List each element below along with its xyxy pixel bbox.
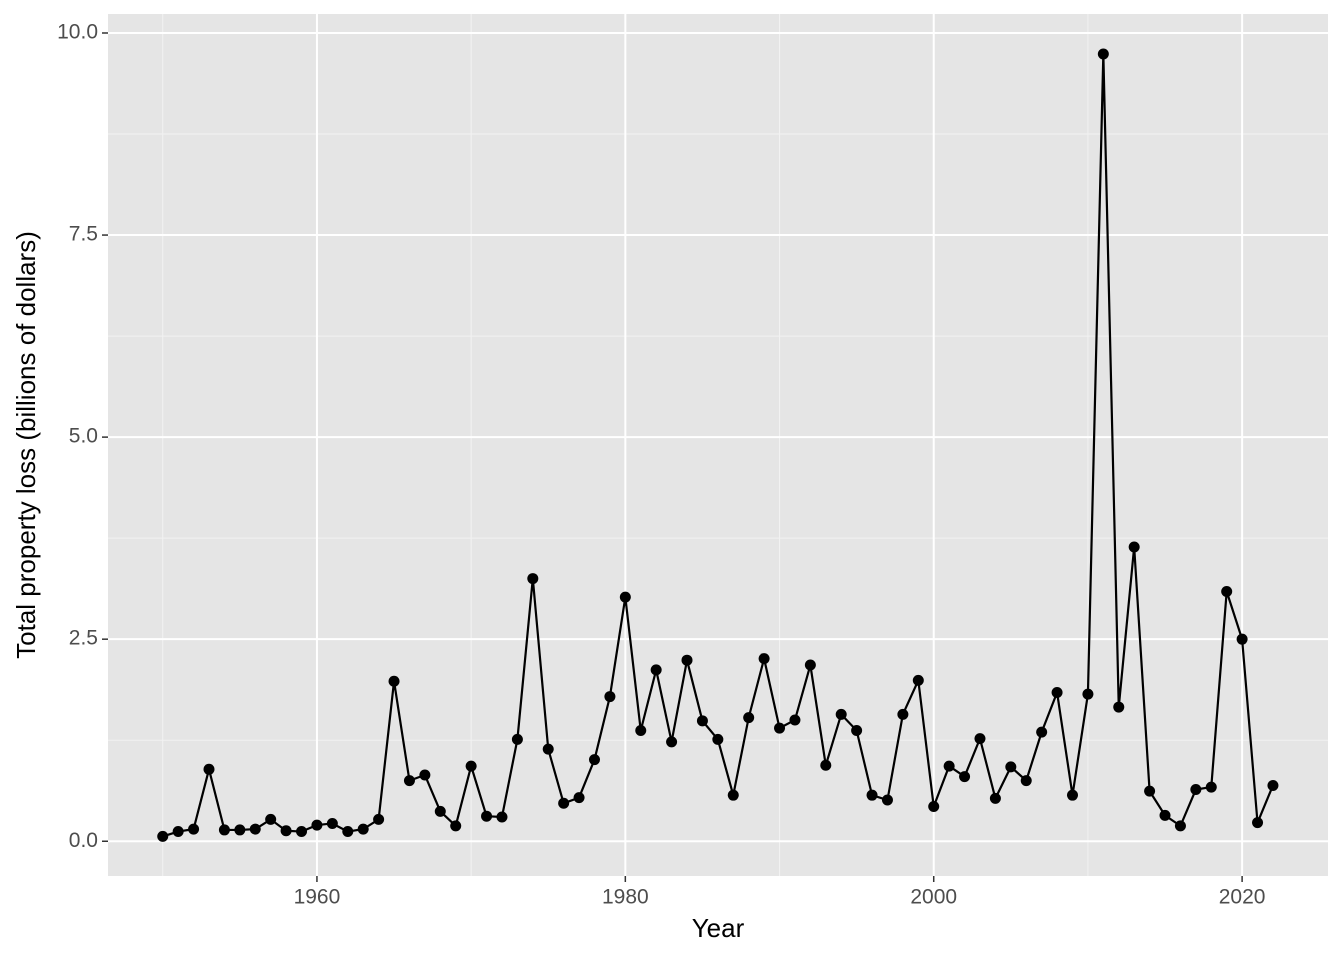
point — [604, 691, 616, 703]
point — [511, 733, 523, 745]
point — [326, 817, 338, 829]
point — [450, 820, 462, 832]
point — [666, 736, 678, 748]
point — [419, 769, 431, 781]
point — [943, 760, 955, 772]
point — [804, 659, 816, 671]
y-tick-label: 0.0 — [69, 829, 98, 852]
point — [758, 653, 770, 665]
x-tick-label: 2020 — [1219, 886, 1266, 909]
point — [1190, 784, 1202, 796]
y-tick-label: 7.5 — [69, 223, 98, 246]
point — [1267, 779, 1279, 791]
point — [774, 722, 786, 734]
point — [403, 775, 415, 787]
point — [635, 725, 647, 737]
point — [1128, 541, 1140, 553]
panel — [108, 14, 1328, 876]
point — [1221, 585, 1233, 597]
point — [573, 792, 585, 804]
point — [434, 805, 446, 817]
point — [1205, 781, 1217, 793]
point — [1082, 688, 1094, 700]
point — [296, 826, 308, 838]
point — [1159, 809, 1171, 821]
point — [465, 760, 477, 772]
y-tick-label: 10.0 — [57, 21, 98, 44]
point — [357, 823, 369, 835]
point — [1113, 701, 1125, 713]
point — [881, 794, 893, 806]
x-tick-label: 1960 — [294, 886, 341, 909]
point — [588, 754, 600, 766]
point — [712, 733, 724, 745]
point — [727, 789, 739, 801]
point — [928, 800, 940, 812]
point — [218, 824, 230, 836]
point — [234, 824, 246, 836]
point — [558, 797, 570, 809]
point — [897, 708, 909, 720]
point — [1252, 817, 1264, 829]
point — [496, 811, 508, 823]
point — [1051, 687, 1063, 699]
point — [1236, 633, 1248, 645]
y-tick-label: 2.5 — [69, 627, 98, 650]
point — [851, 725, 863, 737]
point — [820, 759, 832, 771]
point — [650, 664, 662, 676]
point — [1020, 775, 1032, 787]
point — [188, 823, 200, 835]
point — [974, 733, 986, 745]
point — [789, 714, 801, 726]
point — [481, 810, 493, 822]
point — [388, 675, 400, 687]
point — [681, 654, 693, 666]
point — [1097, 48, 1109, 60]
point — [743, 712, 755, 724]
point — [989, 792, 1001, 804]
point — [696, 715, 708, 727]
point — [1174, 820, 1186, 832]
point — [172, 826, 184, 838]
point — [542, 743, 554, 755]
point — [342, 826, 354, 838]
y-tick-label: 5.0 — [69, 425, 98, 448]
point — [912, 674, 924, 686]
point — [959, 771, 971, 783]
point — [1005, 761, 1017, 773]
point — [1144, 785, 1156, 797]
point — [1036, 726, 1048, 738]
x-axis-title: Year — [692, 913, 745, 943]
point — [203, 763, 215, 775]
point — [527, 573, 539, 585]
point — [280, 825, 292, 837]
point — [265, 813, 277, 825]
y-axis-title: Total property loss (billions of dollars… — [11, 231, 41, 659]
x-tick-label: 1980 — [602, 886, 649, 909]
point — [373, 813, 385, 825]
x-tick-label: 2000 — [910, 886, 957, 909]
point — [249, 823, 261, 835]
point — [311, 819, 323, 831]
point — [866, 789, 878, 801]
point — [157, 830, 169, 842]
point — [619, 591, 631, 603]
point — [1066, 789, 1078, 801]
point — [835, 708, 847, 720]
